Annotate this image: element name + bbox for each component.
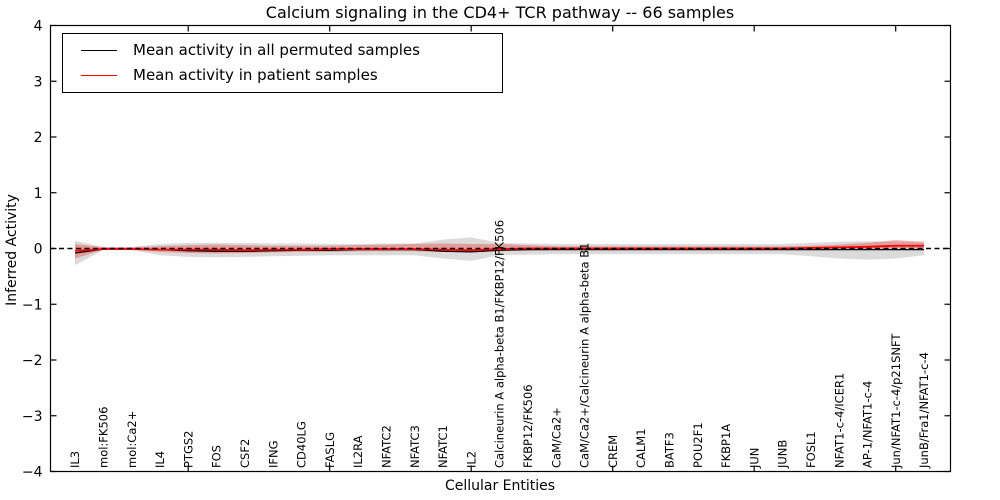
entity-label: NFATC3 <box>408 425 422 468</box>
permuted-samples-range-band <box>75 237 924 266</box>
entity-label: CREM <box>606 435 620 468</box>
entity-label: CaM/Ca2+/Calcineurin A alpha-beta B1 <box>578 243 592 468</box>
y-tick-label: −3 <box>22 409 43 425</box>
entity-label: IL4 <box>153 451 167 468</box>
entity-label: JunB/Fra1/NFAT1-c-4 <box>917 352 931 469</box>
legend-box: Mean activity in all permuted samples Me… <box>62 33 503 93</box>
y-tick-label: 2 <box>34 130 43 146</box>
y-tick-label: −2 <box>22 353 43 369</box>
entity-label: NFATC2 <box>380 425 394 468</box>
entity-label: CALM1 <box>634 428 648 468</box>
entity-label: IL2RA <box>351 435 365 468</box>
series-line-0 <box>74 248 924 254</box>
entity-label: IFNG <box>266 440 280 468</box>
y-tick-label: −4 <box>22 465 43 481</box>
legend-item-patient: Mean activity in patient samples <box>81 67 502 84</box>
entity-label: POU2F1 <box>691 422 705 468</box>
legend-line-swatch-red <box>81 74 117 76</box>
entity-label: mol:Ca2+ <box>125 411 139 468</box>
legend-label: Mean activity in patient samples <box>133 66 378 85</box>
legend-line-swatch-black <box>81 50 117 52</box>
chart-title: Calcium signaling in the CD4+ TCR pathwa… <box>265 3 735 22</box>
entity-label: NFATC1 <box>436 425 450 468</box>
entity-label: IL2 <box>464 451 478 468</box>
y-tick-label: 3 <box>34 74 43 90</box>
legend-item-permuted: Mean activity in all permuted samples <box>81 42 502 59</box>
entity-label: mol:FK506 <box>97 407 111 468</box>
entity-label: JUNB <box>776 440 790 469</box>
x-axis-label: Cellular Entities <box>444 478 556 494</box>
entity-label: NFAT1-c-4/ICER1 <box>832 373 846 468</box>
y-tick-label: 1 <box>34 186 43 202</box>
legend-label: Mean activity in all permuted samples <box>133 41 420 60</box>
entity-label: FASLG <box>323 432 337 468</box>
y-tick-label: −1 <box>22 297 43 313</box>
entity-label: IL3 <box>68 451 82 468</box>
entity-label: Calcineurin A alpha-beta B1/FKBP12/FK506 <box>493 220 507 468</box>
y-tick-label: 4 <box>34 19 43 35</box>
entity-label: PTGS2 <box>181 431 195 469</box>
entity-label: CaM/Ca2+ <box>549 407 563 468</box>
entity-label: BATF3 <box>663 432 677 468</box>
entity-label: FKBP12/FK506 <box>521 384 535 468</box>
entity-label: FOS <box>210 445 224 468</box>
entity-label: FOSL1 <box>804 431 818 468</box>
entity-label: CD40LG <box>295 421 309 468</box>
entity-label: Jun/NFAT1-c-4/p21SNFT <box>889 333 903 469</box>
y-tick-label: 0 <box>34 242 43 258</box>
entity-label: FKBP1A <box>719 424 733 468</box>
entity-label: JUN <box>747 448 761 469</box>
entity-label: AP-1/NFAT1-c-4 <box>861 381 875 468</box>
entity-label: CSF2 <box>238 439 252 468</box>
